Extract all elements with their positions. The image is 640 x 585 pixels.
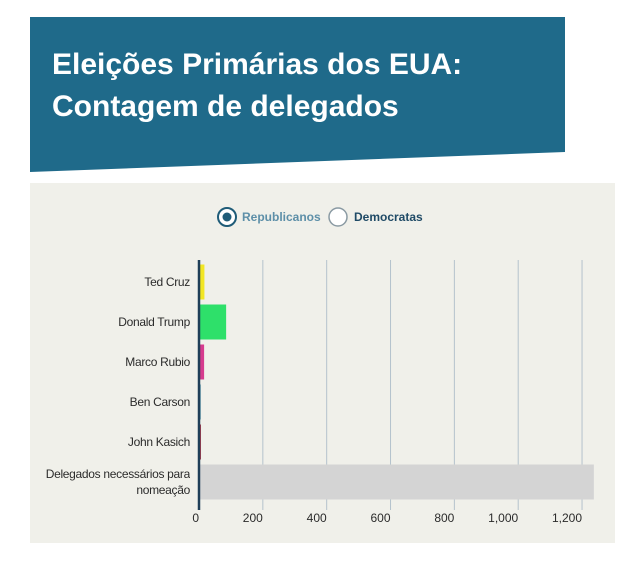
bar [199,344,205,380]
radio-dot [222,212,232,222]
category-label-box: Ted Cruz [144,275,190,289]
x-tick-label: 1,000 [488,511,518,525]
y-tick-label: Ben Carson [129,395,190,409]
radio-label[interactable]: Democratas [354,210,423,224]
toggle: Republicanos Democratas [217,207,423,227]
header-title: Contagem de delegados [52,90,399,123]
x-tick-label: 800 [434,511,454,525]
x-tick-label: 400 [307,511,327,525]
x-tick-label: 1,200 [552,511,582,525]
y-tick-label: Donald Trump [118,315,190,329]
bar [199,304,227,340]
header-title: Eleições Primárias dos EUA: [52,48,462,81]
category-label-box: John Kasich [127,435,190,449]
x-tick-label: 200 [243,511,263,525]
category-label-box: Marco Rubio [125,355,190,369]
x-tick-label: 0 [192,511,199,525]
y-tick-label: John Kasich [127,435,190,449]
bar [199,464,594,500]
bar [199,264,205,300]
header-banner [30,17,565,172]
radio-button[interactable] [328,207,348,227]
category-label-box: Donald Trump [118,315,190,329]
x-tick-label: 600 [370,511,390,525]
category-label-box: Ben Carson [129,395,190,409]
radio-label[interactable]: Republicanos [242,210,321,224]
y-tick-label: Delegados necessários para nomeação [45,467,190,497]
y-tick-label: Ted Cruz [144,275,190,289]
y-tick-label: Marco Rubio [125,355,190,369]
category-label-box: Delegados necessários para nomeação [45,467,190,497]
